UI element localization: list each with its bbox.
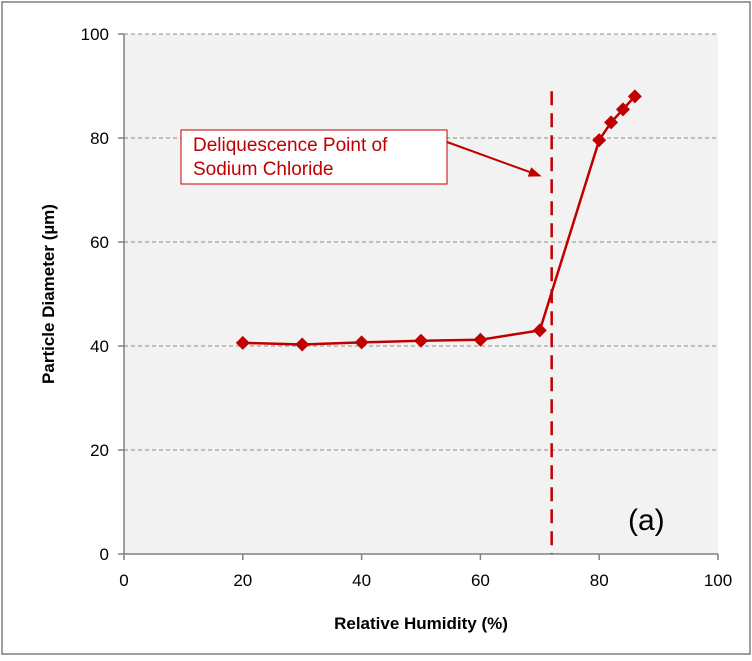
- x-tick-label: 100: [704, 571, 732, 590]
- plot-area: [124, 34, 718, 554]
- y-tick-label: 100: [81, 25, 109, 44]
- axes: 0 20 40 60 80 100 0 20 40 60 80 100: [81, 25, 733, 590]
- data-point-marker: [604, 115, 619, 130]
- annotation-line-2: Sodium Chloride: [193, 159, 333, 180]
- data-point-marker: [295, 337, 310, 352]
- data-point-marker: [473, 332, 488, 347]
- y-tick-label: 20: [90, 441, 109, 460]
- annotation-box: [180, 129, 448, 185]
- x-axis-title: Relative Humidity (%): [334, 614, 508, 633]
- annotation-layer: Deliquescence Point of Sodium Chloride: [180, 129, 542, 185]
- data-point-marker: [615, 102, 630, 117]
- x-tick-label: 0: [119, 571, 128, 590]
- data-point-marker: [532, 323, 547, 338]
- x-tick-label: 40: [352, 571, 371, 590]
- annotation-line-1: Deliquescence Point of: [193, 135, 388, 156]
- data-point-marker: [235, 335, 250, 350]
- data-point-marker: [354, 335, 369, 350]
- y-tick-label: 40: [90, 337, 109, 356]
- series-line: [242, 95, 636, 346]
- annotation-arrowhead: [527, 167, 542, 177]
- panel-label: (a): [628, 504, 665, 537]
- data-point-marker: [414, 333, 428, 348]
- series-layer: [235, 89, 642, 352]
- y-tick-label: 60: [90, 233, 109, 252]
- y-axis-title: Particle Diameter (µm): [39, 204, 58, 384]
- x-tick-label: 20: [233, 571, 252, 590]
- data-point-marker: [627, 89, 642, 104]
- x-tick-label: 80: [590, 571, 609, 590]
- data-point-marker: [592, 133, 607, 148]
- y-tick-label: 80: [90, 129, 109, 148]
- y-tick-label: 0: [100, 545, 109, 564]
- annotation-arrow: [446, 141, 530, 173]
- x-tick-label: 60: [471, 571, 490, 590]
